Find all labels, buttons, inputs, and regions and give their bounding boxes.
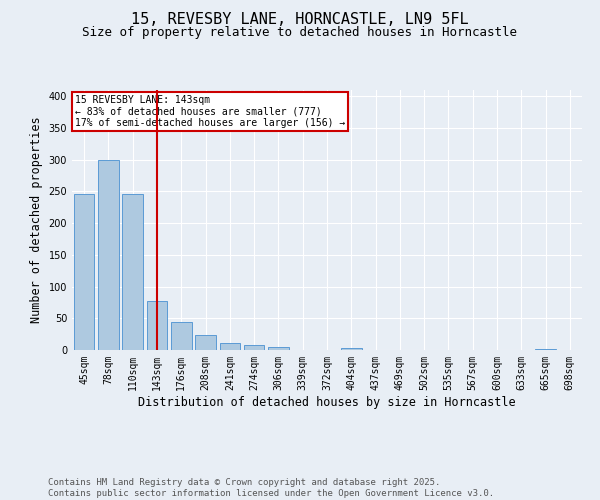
Bar [220,343,240,350]
Bar [244,345,265,350]
Bar [268,348,289,350]
Bar [195,336,216,350]
Bar [171,322,191,350]
Text: 15 REVESBY LANE: 143sqm
← 83% of detached houses are smaller (777)
17% of semi-d: 15 REVESBY LANE: 143sqm ← 83% of detache… [74,95,345,128]
Bar [535,348,556,350]
Bar [146,300,167,350]
Bar [98,160,119,350]
Text: Contains HM Land Registry data © Crown copyright and database right 2025.
Contai: Contains HM Land Registry data © Crown c… [48,478,494,498]
Text: 15, REVESBY LANE, HORNCASTLE, LN9 5FL: 15, REVESBY LANE, HORNCASTLE, LN9 5FL [131,12,469,28]
Bar [74,194,94,350]
X-axis label: Distribution of detached houses by size in Horncastle: Distribution of detached houses by size … [138,396,516,408]
Text: Size of property relative to detached houses in Horncastle: Size of property relative to detached ho… [83,26,517,39]
Y-axis label: Number of detached properties: Number of detached properties [30,116,43,324]
Bar [122,194,143,350]
Bar [341,348,362,350]
